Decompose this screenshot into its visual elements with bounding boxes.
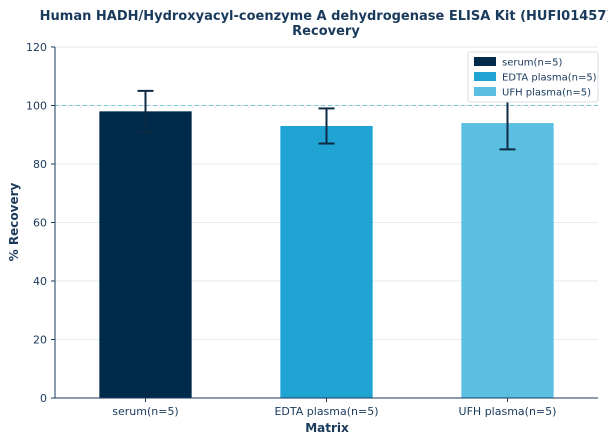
legend-swatch bbox=[474, 72, 496, 81]
chart-subtitle: Recovery bbox=[292, 24, 360, 39]
y-tick-label: 40 bbox=[33, 275, 47, 288]
y-tick-label: 60 bbox=[33, 217, 47, 230]
bar bbox=[99, 111, 192, 398]
y-axis-title: % Recovery bbox=[7, 183, 21, 262]
y-tick-label: 20 bbox=[33, 334, 47, 347]
y-tick-label: 0 bbox=[40, 392, 47, 405]
x-tick-label: serum(n=5) bbox=[112, 405, 178, 418]
x-tick-label: EDTA plasma(n=5) bbox=[274, 405, 378, 418]
chart-title: Human HADH/Hydroxyacyl-coenzyme A dehydr… bbox=[40, 9, 608, 24]
bar bbox=[461, 123, 554, 399]
bar bbox=[280, 125, 373, 398]
legend-swatch bbox=[474, 87, 496, 96]
legend-box bbox=[467, 51, 599, 103]
bars bbox=[99, 111, 554, 399]
legend-label: serum(n=5) bbox=[502, 58, 563, 69]
x-axis-title: Matrix bbox=[305, 421, 349, 435]
x-tick-labels: serum(n=5) EDTA plasma(n=5) UFH plasma(n=5… bbox=[112, 405, 556, 418]
y-tick-label: 80 bbox=[33, 158, 47, 171]
y-tick-labels: 0 20 40 60 80 100 120 bbox=[26, 41, 47, 405]
legend-swatch bbox=[474, 57, 496, 66]
y-tick-label: 100 bbox=[26, 100, 47, 113]
error-bars bbox=[137, 89, 516, 151]
x-tick-label: UFH plasma(n=5) bbox=[459, 405, 557, 418]
legend: serum(n=5) EDTA plasma(n=5) UFH plasma(n=5… bbox=[467, 51, 599, 103]
y-tick-label: 120 bbox=[26, 41, 47, 54]
legend-label: EDTA plasma(n=5) bbox=[502, 73, 597, 84]
legend-label: UFH plasma(n=5) bbox=[502, 88, 591, 99]
axes bbox=[51, 46, 598, 402]
